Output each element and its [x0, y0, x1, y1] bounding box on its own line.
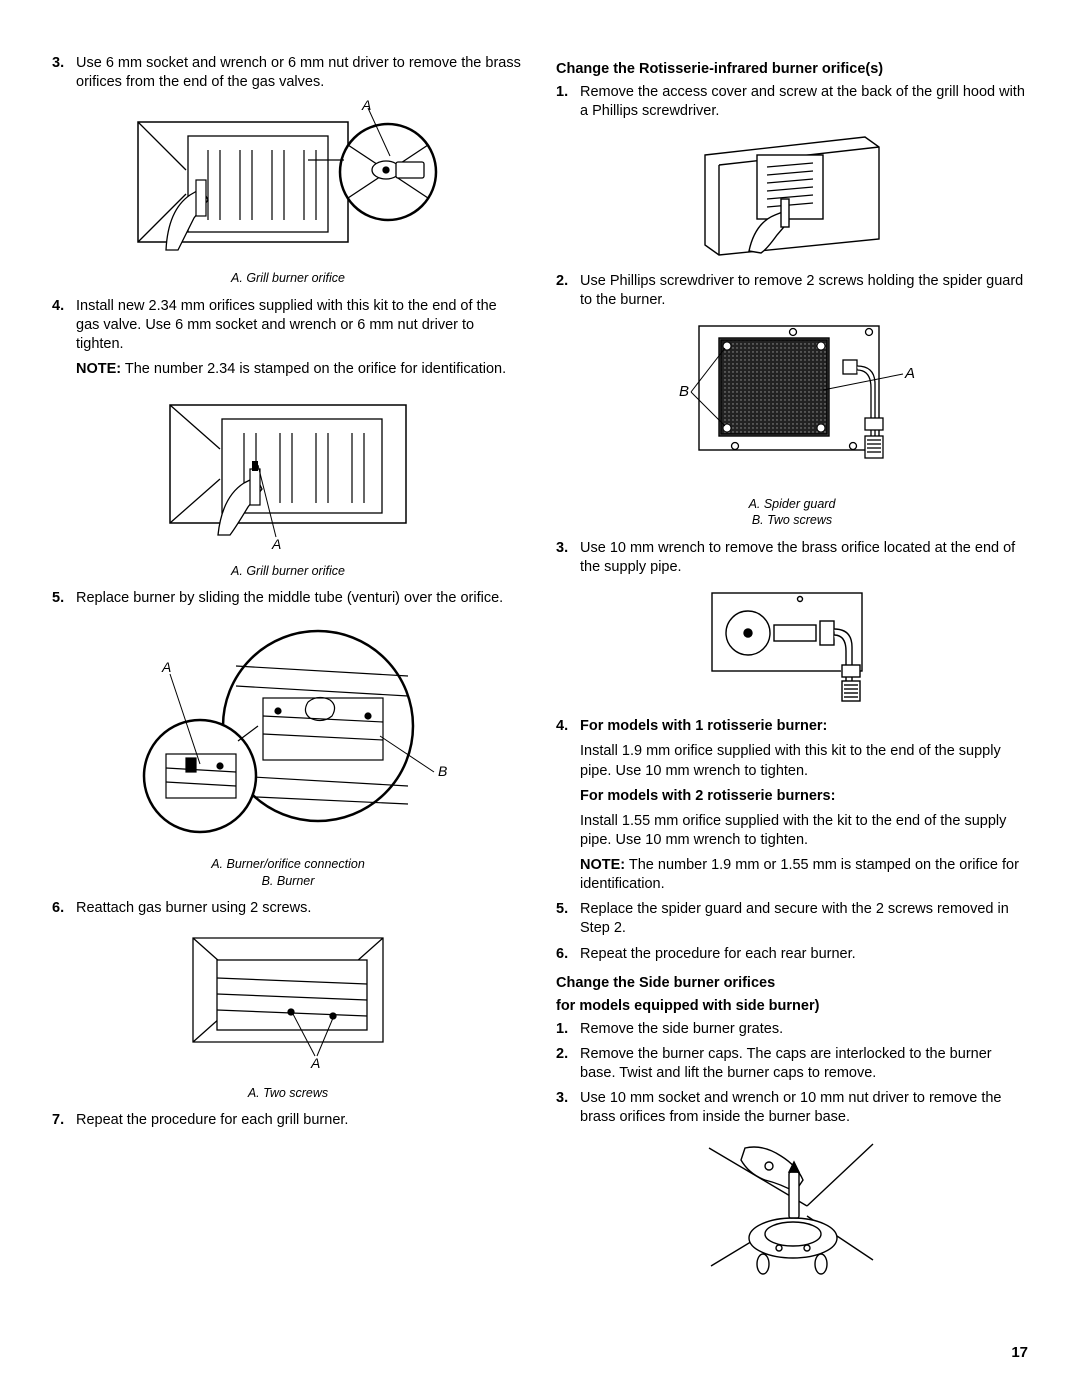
left-step-5: 5. Replace burner by sliding the middle … — [52, 589, 524, 608]
fig4-caption: A. Two screws — [52, 1085, 524, 1102]
figure-grill-orifice-2: A — [52, 387, 524, 558]
right-step-4-note: NOTE: The number 1.9 mm or 1.55 mm is st… — [580, 856, 1028, 894]
step-number: 3. — [52, 54, 76, 92]
fig6-caption-block: A. Spider guard B. Two screws — [556, 496, 1028, 529]
fig6-caption-b: B. Two screws — [556, 512, 1028, 529]
figure-spider-guard: B A — [556, 318, 1028, 492]
heading-rotisserie: Change the Rotisserie-infrared burner or… — [556, 60, 1028, 79]
figure-two-screws: A — [52, 926, 524, 1080]
fig1-caption: A. Grill burner orifice — [52, 270, 524, 287]
step-text: Use Phillips screwdriver to remove 2 scr… — [580, 272, 1028, 310]
heading-side-burner: Change the Side burner orifices — [556, 974, 1028, 993]
step-number: 3. — [556, 1089, 580, 1127]
right-step-1: 1. Remove the access cover and screw at … — [556, 83, 1028, 121]
right-step-3: 3. Use 10 mm wrench to remove the brass … — [556, 539, 1028, 577]
fig1-label-a: A — [361, 100, 371, 113]
note-label: NOTE: — [580, 857, 625, 873]
step-number: 6. — [52, 899, 76, 918]
step-text: Reattach gas burner using 2 screws. — [76, 899, 524, 918]
step-bold: For models with 1 rotisserie burner: — [580, 717, 1028, 736]
step-number: 6. — [556, 945, 580, 964]
right-step-4b-bold: For models with 2 rotisserie burners: — [580, 787, 1028, 806]
step-text: Remove the side burner grates. — [580, 1020, 1028, 1039]
step-number: 2. — [556, 1045, 580, 1083]
right-step-4a: Install 1.9 mm orifice supplied with thi… — [580, 742, 1028, 780]
right-step-6: 6. Repeat the procedure for each rear bu… — [556, 945, 1028, 964]
step-text: Replace burner by sliding the middle tub… — [76, 589, 524, 608]
fig3-label-b: B — [438, 763, 447, 779]
figure-grill-orifice-1: A — [52, 100, 524, 266]
left-step-4: 4. Install new 2.34 mm orifices supplied… — [52, 297, 524, 354]
step-text: Remove the access cover and screw at the… — [580, 83, 1028, 121]
fig4-label-a: A — [310, 1055, 320, 1071]
step-number: 5. — [52, 589, 76, 608]
fig6-caption-a: A. Spider guard — [556, 496, 1028, 513]
figure-burner-connection: A B — [52, 616, 524, 852]
step-text: Use 10 mm socket and wrench or 10 mm nut… — [580, 1089, 1028, 1127]
step-text: Repeat the procedure for each grill burn… — [76, 1111, 524, 1130]
step-text: Use 10 mm wrench to remove the brass ori… — [580, 539, 1028, 577]
step-text: Replace the spider guard and secure with… — [580, 900, 1028, 938]
figure-access-cover — [556, 129, 1028, 263]
step-text: Install new 2.34 mm orifices supplied wi… — [76, 297, 524, 354]
fig3-caption-b: B. Burner — [52, 873, 524, 890]
note-text: The number 1.9 mm or 1.55 mm is stamped … — [580, 857, 1019, 892]
step-number: 3. — [556, 539, 580, 577]
step-number: 1. — [556, 1020, 580, 1039]
figure-supply-pipe — [556, 585, 1028, 711]
left-step-3: 3. Use 6 mm socket and wrench or 6 mm nu… — [52, 54, 524, 92]
right-step-4: 4. For models with 1 rotisserie burner: — [556, 717, 1028, 736]
right-step-2: 2. Use Phillips screwdriver to remove 2 … — [556, 272, 1028, 310]
step-text: Remove the burner caps. The caps are int… — [580, 1045, 1028, 1083]
fig3-label-a: A — [161, 659, 171, 675]
right-step-5: 5. Replace the spider guard and secure w… — [556, 900, 1028, 938]
step-text: Repeat the procedure for each rear burne… — [580, 945, 1028, 964]
step-text: Use 6 mm socket and wrench or 6 mm nut d… — [76, 54, 524, 92]
figure-side-burner — [556, 1136, 1028, 1282]
fig3-caption-a: A. Burner/orifice connection — [52, 856, 524, 873]
step-number: 4. — [556, 717, 580, 736]
left-column: 3. Use 6 mm socket and wrench or 6 mm nu… — [52, 54, 524, 1284]
left-step-7: 7. Repeat the procedure for each grill b… — [52, 1111, 524, 1130]
step-number: 5. — [556, 900, 580, 938]
fig6-label-a: A — [904, 365, 915, 382]
right-step-4c: Install 1.55 mm orifice supplied with th… — [580, 812, 1028, 850]
heading-side-burner-sub: for models equipped with side burner) — [556, 997, 1028, 1016]
note-text: The number 2.34 is stamped on the orific… — [121, 361, 506, 377]
fig2-label-a: A — [271, 536, 281, 552]
left-step-4-note: NOTE: The number 2.34 is stamped on the … — [76, 360, 524, 379]
right-column: Change the Rotisserie-infrared burner or… — [556, 54, 1028, 1284]
fig3-caption-block: A. Burner/orifice connection B. Burner — [52, 856, 524, 889]
left-step-6: 6. Reattach gas burner using 2 screws. — [52, 899, 524, 918]
side-step-2: 2. Remove the burner caps. The caps are … — [556, 1045, 1028, 1083]
step-number: 1. — [556, 83, 580, 121]
fig2-caption: A. Grill burner orifice — [52, 563, 524, 580]
step-number: 7. — [52, 1111, 76, 1130]
side-step-1: 1. Remove the side burner grates. — [556, 1020, 1028, 1039]
step-number: 4. — [52, 297, 76, 354]
note-label: NOTE: — [76, 361, 121, 377]
side-step-3: 3. Use 10 mm socket and wrench or 10 mm … — [556, 1089, 1028, 1127]
page-number: 17 — [1011, 1343, 1028, 1363]
step-number: 2. — [556, 272, 580, 310]
fig6-label-b: B — [679, 383, 689, 400]
